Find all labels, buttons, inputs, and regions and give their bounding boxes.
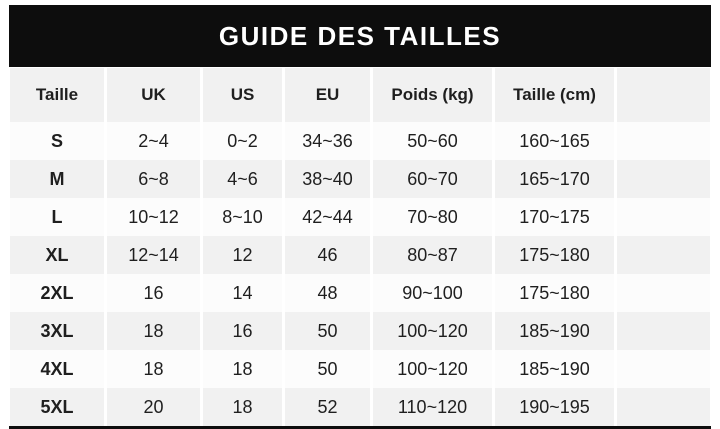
- size-label-cell: M: [10, 160, 107, 198]
- size-guide-title: GUIDE DES TAILLES: [218, 20, 502, 51]
- size-label-cell: S: [10, 122, 107, 160]
- value-cell: 100~120: [373, 312, 495, 350]
- value-cell: 16: [203, 312, 285, 350]
- column-header-taille-cm: Taille (cm): [495, 68, 617, 122]
- value-cell: [617, 312, 710, 350]
- table-row: XL 12~14 12 46 80~87 175~180: [10, 236, 710, 274]
- value-cell: [617, 122, 710, 160]
- value-cell: 4~6: [203, 160, 285, 198]
- value-cell: 18: [203, 388, 285, 426]
- value-cell: 190~195: [495, 388, 617, 426]
- value-cell: 18: [107, 312, 203, 350]
- value-cell: [617, 160, 710, 198]
- table-header-row: Taille UK US EU Poids (kg) Taille (cm): [10, 68, 710, 122]
- value-cell: 170~175: [495, 198, 617, 236]
- value-cell: 50: [285, 312, 373, 350]
- value-cell: 60~70: [373, 160, 495, 198]
- value-cell: 100~120: [373, 350, 495, 388]
- size-label-cell: 2XL: [10, 274, 107, 312]
- value-cell: 34~36: [285, 122, 373, 160]
- value-cell: [617, 350, 710, 388]
- value-cell: 185~190: [495, 350, 617, 388]
- value-cell: 0~2: [203, 122, 285, 160]
- table-row: 4XL 18 18 50 100~120 185~190: [10, 350, 710, 388]
- table-row: 5XL 20 18 52 110~120 190~195: [10, 388, 710, 426]
- value-cell: 175~180: [495, 236, 617, 274]
- value-cell: 110~120: [373, 388, 495, 426]
- value-cell: 48: [285, 274, 373, 312]
- size-guide-title-bar: GUIDE DES TAILLES: [9, 5, 711, 67]
- value-cell: [617, 274, 710, 312]
- size-label-cell: XL: [10, 236, 107, 274]
- table-row: L 10~12 8~10 42~44 70~80 170~175: [10, 198, 710, 236]
- size-label-cell: L: [10, 198, 107, 236]
- value-cell: 50: [285, 350, 373, 388]
- value-cell: 90~100: [373, 274, 495, 312]
- value-cell: 2~4: [107, 122, 203, 160]
- column-header-us: US: [203, 68, 285, 122]
- table-header: Taille UK US EU Poids (kg) Taille (cm): [10, 68, 710, 122]
- value-cell: 38~40: [285, 160, 373, 198]
- value-cell: [617, 236, 710, 274]
- value-cell: 16: [107, 274, 203, 312]
- column-header-eu: EU: [285, 68, 373, 122]
- value-cell: 185~190: [495, 312, 617, 350]
- value-cell: 160~165: [495, 122, 617, 160]
- value-cell: 12~14: [107, 236, 203, 274]
- size-label-cell: 3XL: [10, 312, 107, 350]
- column-header-empty: [617, 68, 710, 122]
- table-row: 3XL 18 16 50 100~120 185~190: [10, 312, 710, 350]
- value-cell: 12: [203, 236, 285, 274]
- value-cell: [617, 198, 710, 236]
- value-cell: 8~10: [203, 198, 285, 236]
- column-header-taille: Taille: [10, 68, 107, 122]
- value-cell: 42~44: [285, 198, 373, 236]
- value-cell: 14: [203, 274, 285, 312]
- value-cell: 165~170: [495, 160, 617, 198]
- value-cell: [617, 388, 710, 426]
- size-label-cell: 5XL: [10, 388, 107, 426]
- value-cell: 6~8: [107, 160, 203, 198]
- value-cell: 18: [203, 350, 285, 388]
- value-cell: 18: [107, 350, 203, 388]
- table-body: S 2~4 0~2 34~36 50~60 160~165 M 6~8 4~6 38~40 60~7…: [10, 122, 710, 426]
- value-cell: 175~180: [495, 274, 617, 312]
- value-cell: 50~60: [373, 122, 495, 160]
- table-row: 2XL 16 14 48 90~100 175~180: [10, 274, 710, 312]
- value-cell: 70~80: [373, 198, 495, 236]
- column-header-poids: Poids (kg): [373, 68, 495, 122]
- value-cell: 10~12: [107, 198, 203, 236]
- table-row: S 2~4 0~2 34~36 50~60 160~165: [10, 122, 710, 160]
- column-header-uk: UK: [107, 68, 203, 122]
- size-guide-table: Taille UK US EU Poids (kg) Taille (cm) S…: [10, 68, 710, 426]
- value-cell: 20: [107, 388, 203, 426]
- value-cell: 46: [285, 236, 373, 274]
- value-cell: 52: [285, 388, 373, 426]
- table-row: M 6~8 4~6 38~40 60~70 165~170: [10, 160, 710, 198]
- value-cell: 80~87: [373, 236, 495, 274]
- size-label-cell: 4XL: [10, 350, 107, 388]
- next-section-bar-partial: [9, 426, 711, 429]
